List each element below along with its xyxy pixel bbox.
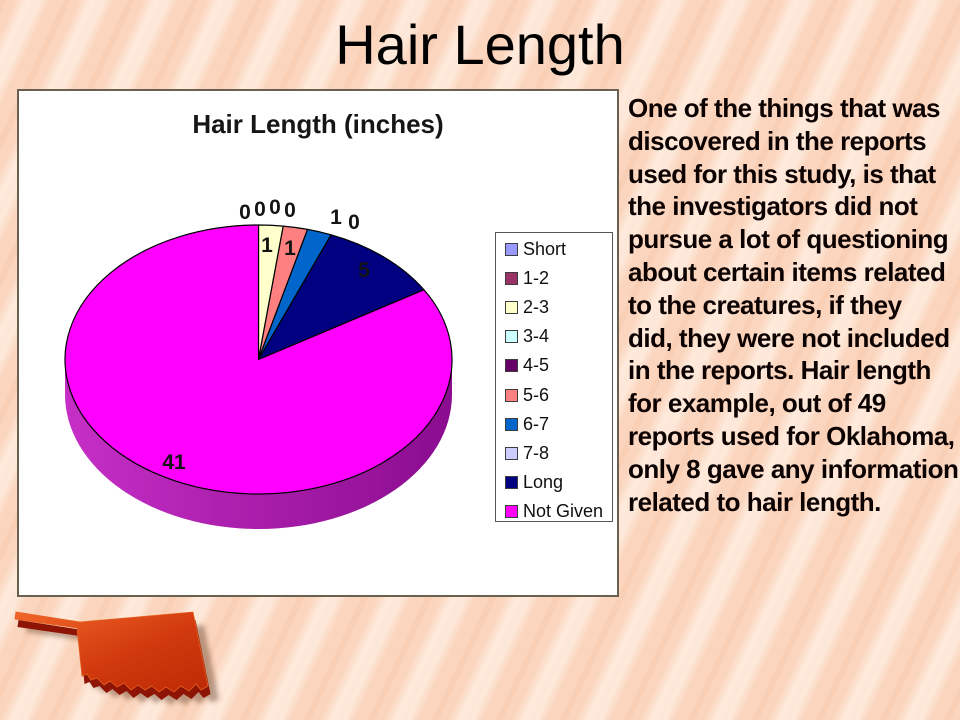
- body-text-line: in the reports. Hair length: [628, 355, 931, 386]
- legend-label: Short: [523, 239, 567, 260]
- body-text-line: reports used for Oklahoma,: [628, 420, 955, 451]
- legend-swatch: [505, 388, 518, 402]
- pie-data-label: 1: [284, 237, 296, 260]
- legend-label: Not Given: [523, 500, 604, 521]
- pie-data-label: 0: [269, 196, 281, 219]
- pie-slice-not-given: [64, 224, 453, 495]
- legend-swatch: [505, 272, 518, 286]
- legend-item: Not Given: [505, 497, 612, 526]
- legend-swatch: [505, 301, 518, 315]
- chart-panel: Hair Length (inches) 0 0 0 0 1 0 1 1 5 41 Short 1-…: [17, 89, 619, 597]
- legend-swatch: [505, 446, 518, 460]
- pie-slice-long: [257, 234, 425, 361]
- chart-title: Hair Length (inches): [192, 109, 444, 139]
- legend-label: 7-8: [523, 442, 550, 463]
- pie-3d-side: [65, 359, 452, 529]
- body-text-line: about certain items related: [628, 256, 946, 287]
- legend-label: 1-2: [523, 268, 550, 289]
- body-text-line: related to hair length.: [628, 486, 881, 517]
- legend-label: 4-5: [523, 355, 550, 376]
- legend-swatch: [505, 475, 518, 489]
- legend-label: 5-6: [523, 384, 550, 405]
- body-text-line: to the creatures, if they: [628, 289, 902, 320]
- pie-data-label: 5: [358, 259, 370, 282]
- pie-data-label: 0: [254, 198, 266, 221]
- legend-item: 7-8: [505, 439, 612, 468]
- legend-swatch: [505, 359, 518, 373]
- chart-legend: Short 1-2 2-3 3-4 4-5 5-6 6-7 7-8 Long Not Given: [495, 232, 613, 522]
- legend-label: Long: [523, 471, 564, 492]
- pie-data-label: 1: [261, 234, 273, 257]
- legend-item: 6-7: [505, 410, 612, 439]
- legend-item: Short: [505, 235, 612, 264]
- legend-item: 5-6: [505, 380, 612, 409]
- legend-item: 4-5: [505, 351, 612, 380]
- oklahoma-top-face: [14, 611, 209, 693]
- legend-swatch: [505, 417, 518, 431]
- body-text-line: only 8 gave any information: [628, 453, 959, 484]
- legend-item: 2-3: [505, 293, 612, 322]
- body-text-line: did, they were not included: [628, 322, 950, 353]
- pie-data-label: 0: [348, 211, 360, 234]
- legend-swatch: [505, 243, 518, 257]
- body-text-line: pursue a lot of questioning: [628, 224, 949, 255]
- legend-item: 1-2: [505, 264, 612, 293]
- legend-swatch: [505, 504, 518, 518]
- legend-label: 3-4: [523, 326, 550, 347]
- legend-item: Long: [505, 468, 612, 497]
- body-text: One of the things that was discovered in …: [628, 92, 960, 518]
- legend-swatch: [505, 330, 518, 344]
- slide-title: Hair Length: [335, 13, 625, 76]
- pie-data-label: 1: [330, 206, 342, 229]
- body-text-line: used for this study, is that: [628, 158, 936, 189]
- legend-label: 6-7: [523, 413, 550, 434]
- oklahoma-state-shape: [14, 611, 219, 705]
- pie-data-label: 0: [239, 201, 251, 224]
- pie-data-label: 41: [162, 451, 186, 474]
- body-text-line: One of the things that was: [628, 93, 941, 123]
- legend-item: 3-4: [505, 322, 612, 351]
- body-text-line: discovered in the reports: [628, 125, 927, 156]
- pie-data-label: 0: [284, 199, 296, 222]
- body-text-line: for example, out of 49: [628, 388, 886, 419]
- pie-chart: [64, 224, 453, 529]
- legend-label: 2-3: [523, 297, 550, 318]
- body-text-line: the investigators did not: [628, 191, 918, 222]
